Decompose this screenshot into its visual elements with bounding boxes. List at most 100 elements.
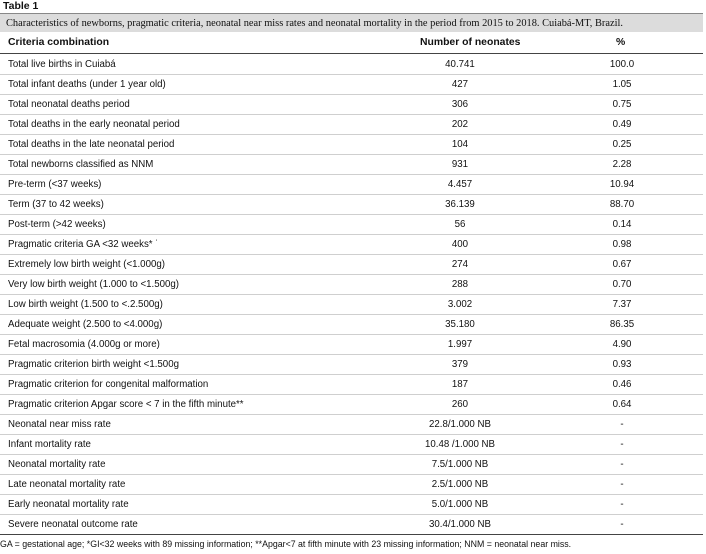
table-label: Table 1	[3, 0, 39, 12]
row-number: 306	[451, 99, 469, 110]
row-number: 400	[451, 239, 469, 250]
row-criteria: Total live births in Cuiabá	[8, 59, 116, 70]
row-criteria: Infant mortality rate	[8, 439, 91, 450]
header-number: Number of neonates	[420, 37, 521, 48]
row-percent: 10.94	[609, 179, 635, 190]
row-criteria: Total deaths in the early neonatal perio…	[8, 119, 180, 130]
row-percent: -	[620, 439, 624, 450]
row-percent: 0.64	[612, 399, 632, 410]
row-percent: 0.46	[612, 379, 632, 390]
row-percent: 100.0	[609, 59, 635, 70]
row-number: 30.4/1.000 NB	[429, 519, 491, 530]
row-percent: 86.35	[609, 319, 635, 330]
row-percent: -	[620, 419, 624, 430]
row-criteria: Severe neonatal outcome rate	[8, 519, 138, 530]
table-row: Total deaths in the late neonatal period…	[0, 135, 703, 155]
row-percent: 0.98	[612, 239, 632, 250]
row-percent: 4.90	[612, 339, 632, 350]
row-number: 931	[451, 159, 469, 170]
table-row: Very low birth weight (1.000 to <1.500g)…	[0, 275, 703, 295]
caption-box: Characteristics of newborns, pragmatic c…	[0, 13, 703, 32]
table-footnote: GA = gestational age; *GI<32 weeks with …	[0, 539, 572, 549]
row-percent: -	[620, 479, 624, 490]
row-criteria: Total newborns classified as NNM	[8, 159, 154, 170]
row-criteria: Pragmatic criteria GA <32 weeks* ˙	[8, 239, 159, 250]
table-row: Total infant deaths (under 1 year old) 42…	[0, 75, 703, 95]
row-number: 3.002	[447, 299, 473, 310]
table-row: Post-term (>42 weeks) 56 0.14	[0, 215, 703, 235]
row-criteria: Low birth weight (1.500 to <.2.500g)	[8, 299, 163, 310]
table-row: Extremely low birth weight (<1.000g) 274 0…	[0, 255, 703, 275]
row-criteria: Extremely low birth weight (<1.000g)	[8, 259, 165, 270]
table-row: Early neonatal mortality rate 5.0/1.000 N…	[0, 495, 703, 515]
row-criteria: Term (37 to 42 weeks)	[8, 199, 104, 210]
row-percent: 7.37	[612, 299, 632, 310]
row-percent: 0.75	[612, 99, 632, 110]
table-row: Infant mortality rate 10.48 /1.000 NB -	[0, 435, 703, 455]
row-number: 427	[451, 79, 469, 90]
row-criteria: Fetal macrosomia (4.000g or more)	[8, 339, 160, 350]
table-row: Total neonatal deaths period 306 0.75	[0, 95, 703, 115]
table-row: Pragmatic criterion birth weight <1.500g…	[0, 355, 703, 375]
row-number: 187	[451, 379, 469, 390]
row-percent: 0.67	[612, 259, 632, 270]
row-number: 1.997	[447, 339, 473, 350]
row-criteria: Pre-term (<37 weeks)	[8, 179, 102, 190]
row-percent: 2.28	[612, 159, 632, 170]
table-row: Adequate weight (2.500 to <4.000g) 35.180…	[0, 315, 703, 335]
row-percent: -	[620, 459, 624, 470]
row-criteria: Total neonatal deaths period	[8, 99, 130, 110]
table-row: Total live births in Cuiabá 40.741 100.0	[0, 55, 703, 75]
row-number: 7.5/1.000 NB	[431, 459, 489, 470]
row-number: 35.180	[445, 319, 475, 330]
table-row: Total deaths in the early neonatal perio…	[0, 115, 703, 135]
row-criteria: Total deaths in the late neonatal period	[8, 139, 175, 150]
row-criteria: Adequate weight (2.500 to <4.000g)	[8, 319, 163, 330]
row-criteria: Pragmatic criterion for congenital malfo…	[8, 379, 209, 390]
table-row: Neonatal mortality rate 7.5/1.000 NB -	[0, 455, 703, 475]
row-criteria: Neonatal near miss rate	[8, 419, 111, 430]
row-criteria: Very low birth weight (1.000 to <1.500g)	[8, 279, 179, 290]
table-row: Pragmatic criteria GA <32 weeks* ˙ 400 0.9…	[0, 235, 703, 255]
row-number: 10.48 /1.000 NB	[424, 439, 496, 450]
table-row: Late neonatal mortality rate 2.5/1.000 NB…	[0, 475, 703, 495]
table-row: Low birth weight (1.500 to <.2.500g) 3.00…	[0, 295, 703, 315]
row-percent: 0.93	[612, 359, 632, 370]
row-number: 288	[451, 279, 469, 290]
row-number: 5.0/1.000 NB	[431, 499, 489, 510]
table-caption: Characteristics of newborns, pragmatic c…	[6, 18, 623, 29]
header-percent: %	[616, 37, 626, 48]
row-number: 274	[451, 259, 469, 270]
row-criteria: Post-term (>42 weeks)	[8, 219, 106, 230]
row-number: 202	[451, 119, 469, 130]
row-criteria: Pragmatic criterion Apgar score < 7 in t…	[8, 399, 244, 410]
row-number: 40.741	[445, 59, 475, 70]
table-row: Pragmatic criterion for congenital malfo…	[0, 375, 703, 395]
row-number: 2.5/1.000 NB	[431, 479, 489, 490]
row-percent: 0.14	[612, 219, 632, 230]
row-percent: 0.49	[612, 119, 632, 130]
row-percent: 1.05	[612, 79, 632, 90]
row-criteria: Late neonatal mortality rate	[8, 479, 126, 490]
table-row: Pragmatic criterion Apgar score < 7 in t…	[0, 395, 703, 415]
row-number: 22.8/1.000 NB	[429, 419, 491, 430]
row-criteria: Total infant deaths (under 1 year old)	[8, 79, 166, 90]
row-number: 260	[451, 399, 469, 410]
row-criteria: Neonatal mortality rate	[8, 459, 106, 470]
row-number: 104	[451, 139, 469, 150]
row-number: 379	[451, 359, 469, 370]
table-header: Criteria combination Number of neonates …	[0, 33, 703, 54]
row-percent: -	[620, 519, 624, 530]
row-percent: -	[620, 499, 624, 510]
header-criteria: Criteria combination	[8, 37, 110, 48]
row-number: 36.139	[445, 199, 475, 210]
table-row: Neonatal near miss rate 22.8/1.000 NB -	[0, 415, 703, 435]
table-row: Severe neonatal outcome rate 30.4/1.000 N…	[0, 515, 703, 535]
table-row: Total newborns classified as NNM 931 2.28	[0, 155, 703, 175]
row-number: 56	[454, 219, 466, 230]
row-criteria: Pragmatic criterion birth weight <1.500g	[8, 359, 179, 370]
table-row: Pre-term (<37 weeks) 4.457 10.94	[0, 175, 703, 195]
row-criteria: Early neonatal mortality rate	[8, 499, 129, 510]
table-row: Term (37 to 42 weeks) 36.139 88.70	[0, 195, 703, 215]
table-row: Fetal macrosomia (4.000g or more) 1.997 4.…	[0, 335, 703, 355]
